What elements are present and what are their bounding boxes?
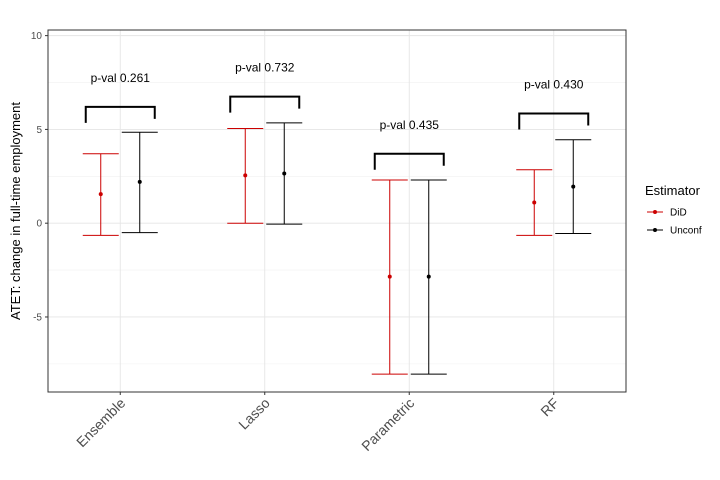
grid-layer bbox=[48, 30, 626, 392]
y-tick-label: 5 bbox=[36, 125, 42, 136]
pval-label: p-val 0.732 bbox=[235, 61, 295, 75]
significance-bracket bbox=[84, 105, 156, 123]
legend-item-did: DiD bbox=[647, 208, 687, 219]
x-tick-label-parametric: Parametric bbox=[358, 395, 417, 454]
legend-label: Unconf bbox=[670, 226, 702, 237]
errorbar-did-ensemble bbox=[82, 153, 119, 236]
point-estimate bbox=[137, 179, 142, 184]
errorbar-did-rf bbox=[516, 169, 553, 236]
y-axis: -5 0 5 10 bbox=[31, 31, 48, 323]
significance-bracket bbox=[518, 112, 590, 130]
y-axis-label: ATET: change in full-time employment bbox=[8, 102, 23, 320]
point-estimate bbox=[571, 184, 576, 189]
pval-label: p-val 0.261 bbox=[91, 71, 151, 85]
significance-bracket bbox=[229, 95, 301, 113]
x-tick-label-lasso: Lasso bbox=[235, 395, 273, 433]
point-estimate bbox=[387, 274, 392, 279]
pval-label: p-val 0.430 bbox=[524, 77, 584, 91]
legend-title: Estimator bbox=[645, 183, 701, 198]
pval-label: p-val 0.435 bbox=[380, 118, 440, 132]
point-estimate bbox=[532, 200, 537, 205]
errorbar-did-lasso bbox=[227, 127, 264, 224]
point-estimate bbox=[243, 173, 248, 178]
legend-key-point bbox=[653, 228, 657, 232]
x-tick-label-ensemble: Ensemble bbox=[73, 395, 128, 450]
y-tick-label: 10 bbox=[31, 31, 43, 42]
y-tick-label: -5 bbox=[33, 312, 42, 323]
legend-items: DiD Unconf bbox=[647, 208, 702, 237]
plot-panel-border bbox=[47, 29, 627, 393]
legend: Estimator DiD Unconf bbox=[645, 183, 702, 237]
significance-bracket bbox=[373, 152, 445, 170]
errorbar-unconf-ensemble bbox=[121, 131, 158, 234]
pval-annotations: p-val 0.261 p-val 0.732 p-val 0.435 p-val 0… bbox=[84, 61, 590, 170]
legend-label: DiD bbox=[670, 208, 687, 219]
legend-item-unconf: Unconf bbox=[647, 226, 702, 237]
errorbar-unconf-lasso bbox=[266, 122, 303, 225]
errorbar-unconf-parametric bbox=[410, 179, 447, 375]
point-estimate bbox=[426, 274, 431, 279]
x-axis: Ensemble Lasso Parametric RF bbox=[73, 392, 562, 454]
errorbar-did-parametric bbox=[371, 179, 408, 375]
legend-key-point bbox=[653, 210, 657, 214]
point-estimate bbox=[98, 192, 103, 197]
point-estimate bbox=[282, 171, 287, 176]
y-tick-label: 0 bbox=[36, 219, 42, 230]
errorbar-unconf-rf bbox=[555, 139, 592, 235]
error-bars bbox=[82, 122, 592, 375]
x-tick-label-rf: RF bbox=[537, 395, 562, 420]
